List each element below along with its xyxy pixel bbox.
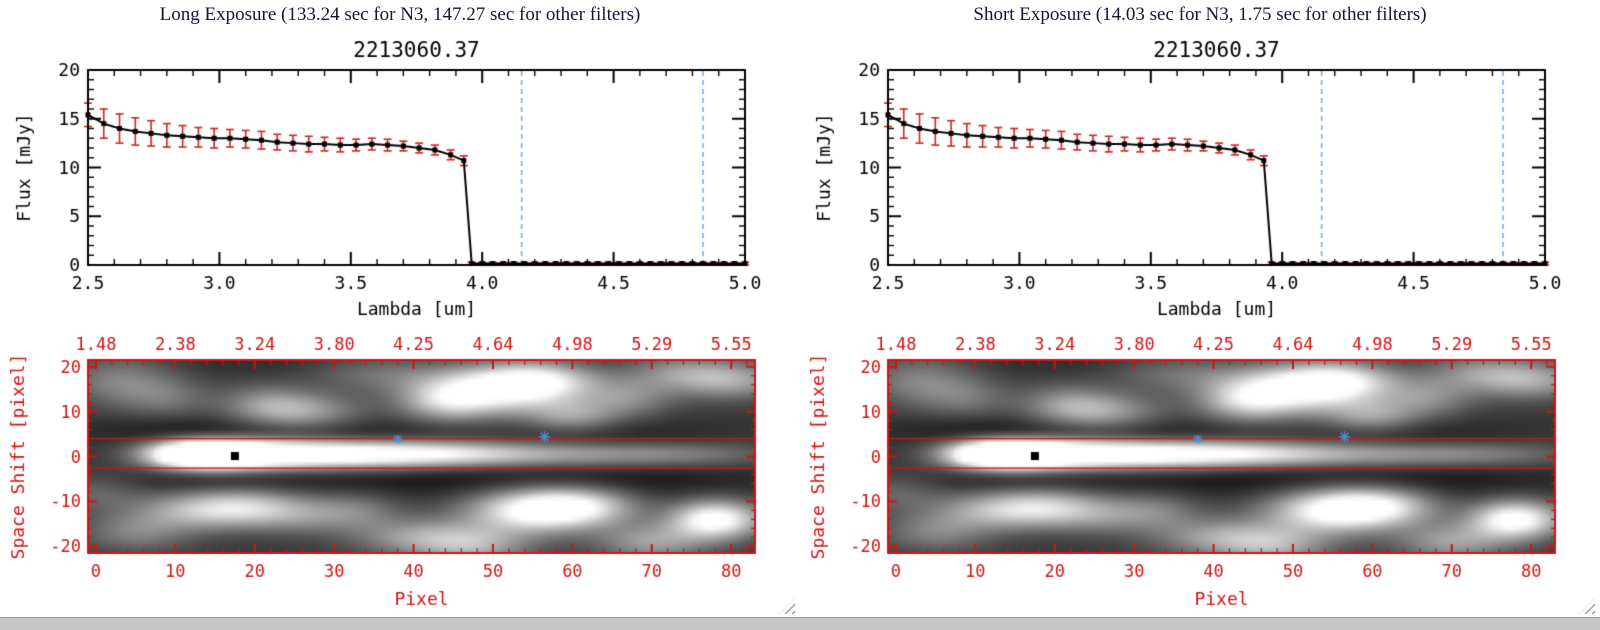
long-exposure-title: Long Exposure (133.24 sec for N3, 147.27… xyxy=(159,4,641,25)
bottom-status-strip xyxy=(0,617,1600,630)
short-exposure-title: Short Exposure (14.03 sec for N3, 1.75 s… xyxy=(973,4,1427,25)
panel-short-exposure: Short Exposure (14.03 sec for N3, 1.75 s… xyxy=(800,0,1600,630)
panel-long-exposure: Long Exposure (133.24 sec for N3, 147.27… xyxy=(0,0,800,618)
long-exposure-plots-canvas xyxy=(0,0,800,618)
short-exposure-plots-canvas xyxy=(800,0,1600,618)
